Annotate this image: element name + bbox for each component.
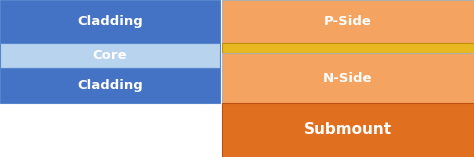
Text: Cladding: Cladding: [77, 15, 143, 28]
Text: P-Side: P-Side: [324, 15, 372, 28]
Text: Core: Core: [93, 49, 127, 62]
Bar: [222, 43, 474, 53]
Text: Submount: Submount: [304, 122, 392, 138]
Text: Cladding: Cladding: [77, 79, 143, 92]
Bar: [0, 43, 220, 68]
Bar: [0, 68, 220, 103]
Bar: [222, 53, 474, 103]
Bar: [0, 0, 220, 43]
Bar: [222, 103, 474, 157]
Bar: [222, 0, 474, 43]
Text: N-Side: N-Side: [323, 71, 373, 84]
